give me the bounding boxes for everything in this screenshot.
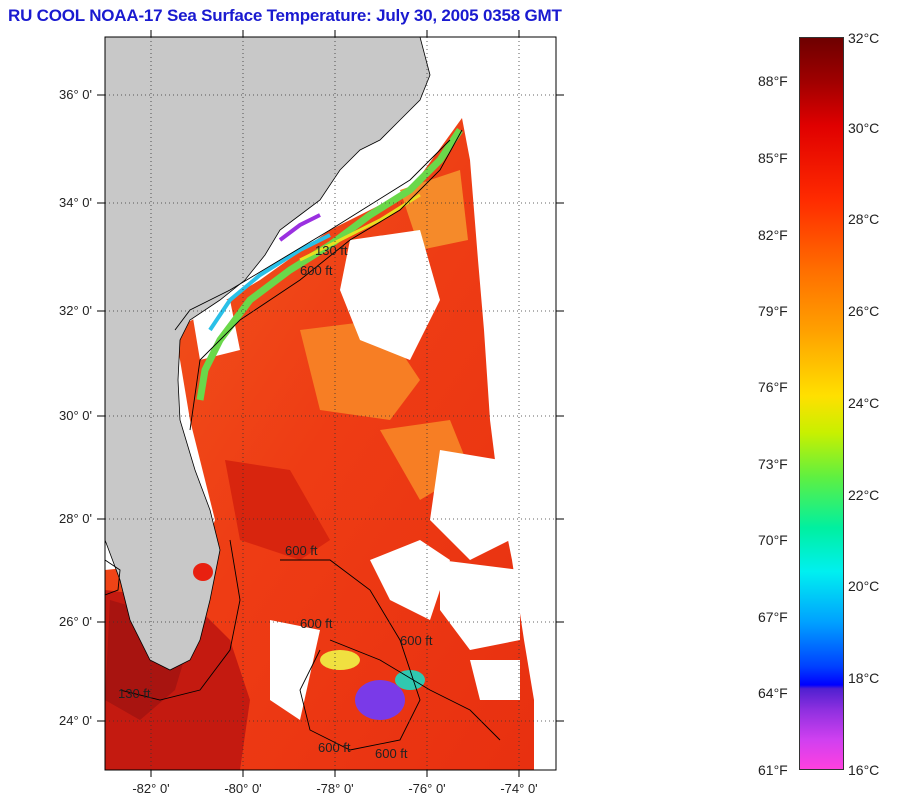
- contour-label: 600 ft: [285, 543, 318, 558]
- cloud-area: [190, 300, 240, 360]
- contour-label: 600 ft: [400, 633, 433, 648]
- cloud-area: [440, 560, 520, 650]
- depth-contour: [174, 139, 451, 331]
- cool-patch: [355, 680, 405, 720]
- colorbar-f-label: 70°F: [758, 532, 788, 548]
- contour-label: 130 ft: [118, 686, 151, 701]
- colorbar-c-label: 28°C: [848, 211, 880, 227]
- depth-contour: [189, 129, 463, 431]
- contour-label: 600 ft: [300, 263, 333, 278]
- contour-label: 600 ft: [318, 740, 351, 755]
- frame-ticks: [97, 30, 564, 777]
- depth-contour: [280, 559, 421, 751]
- colorbar-f-label: 88°F: [758, 73, 788, 89]
- hot-patch: [225, 460, 330, 560]
- lon-tick-label: -74° 0': [500, 781, 537, 796]
- colorbar-f-label: 67°F: [758, 609, 788, 625]
- cloud-area: [430, 450, 510, 560]
- lon-tick-label: -78° 0': [316, 781, 353, 796]
- colorbar-f-label: 79°F: [758, 303, 788, 319]
- colorbar-c-label: 26°C: [848, 303, 880, 319]
- colorbar-c-label: 30°C: [848, 120, 880, 136]
- cool-coastal-band: [196, 128, 463, 401]
- contour-label: 130 ft: [315, 243, 348, 258]
- colorbar-c-label: 20°C: [848, 578, 880, 594]
- colorbar-c-label: 32°C: [848, 30, 880, 46]
- map-frame: [104, 36, 557, 771]
- cloud-area: [340, 230, 440, 360]
- lon-tick-label: -76° 0': [408, 781, 445, 796]
- lake-okeechobee: [193, 563, 213, 581]
- depth-contour: [119, 539, 241, 701]
- lat-tick-label: 34° 0': [59, 195, 92, 210]
- colorbar-c-label: 22°C: [848, 487, 880, 503]
- contour-label: 600 ft: [375, 746, 408, 761]
- land-mass: [105, 37, 431, 671]
- lat-tick-label: 26° 0': [59, 614, 92, 629]
- temperature-colorbar: [799, 37, 844, 770]
- colorbar-f-label: 64°F: [758, 685, 788, 701]
- lon-tick-label: -82° 0': [132, 781, 169, 796]
- lon-tick-label: -80° 0': [224, 781, 261, 796]
- colorbar-f-label: 73°F: [758, 456, 788, 472]
- colorbar-f-label: 61°F: [758, 762, 788, 778]
- lat-tick-label: 32° 0': [59, 303, 92, 318]
- cool-coastal-band: [299, 193, 421, 262]
- cloud-area: [370, 540, 450, 620]
- colorbar-c-label: 24°C: [848, 395, 880, 411]
- cool-coastal-band: [208, 233, 331, 332]
- depth-contour: [105, 559, 121, 596]
- contour-label: 600 ft: [300, 616, 333, 631]
- colorbar-f-label: 82°F: [758, 227, 788, 243]
- lat-tick-label: 36° 0': [59, 87, 92, 102]
- colorbar-c-label: 16°C: [848, 762, 880, 778]
- lat-tick-label: 30° 0': [59, 408, 92, 423]
- warm-eddy: [400, 170, 468, 250]
- colorbar-c-label: 18°C: [848, 670, 880, 686]
- cool-patch: [320, 650, 360, 670]
- cool-patch: [395, 670, 425, 690]
- lat-tick-label: 28° 0': [59, 511, 92, 526]
- cloud-area: [470, 660, 520, 700]
- depth-contour: [329, 639, 501, 741]
- map-title: RU COOL NOAA-17 Sea Surface Temperature:…: [8, 6, 562, 25]
- lat-tick-label: 24° 0': [59, 713, 92, 728]
- colorbar-f-label: 85°F: [758, 150, 788, 166]
- cool-coastal-band: [278, 213, 321, 242]
- colorbar-f-label: 76°F: [758, 379, 788, 395]
- cloud-area: [270, 620, 320, 720]
